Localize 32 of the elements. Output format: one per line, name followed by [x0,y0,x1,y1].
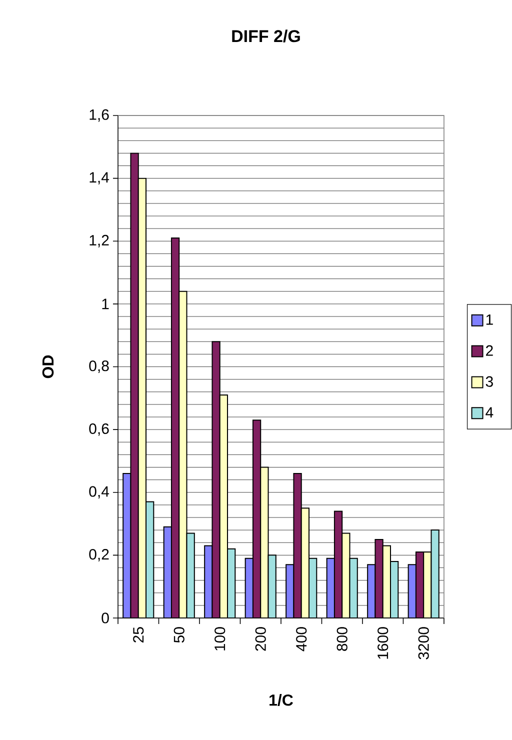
y-tick-label: 1,2 [90,234,109,248]
bar [212,341,220,618]
bar [130,152,139,618]
chart-title: DIFF 2/G [232,30,300,42]
bar [374,538,384,618]
x-tick-label: 3200 [418,627,429,660]
y-tick-label: 1,6 [90,109,109,122]
y-tick-label: 0 [102,612,109,624]
x-tick-label: 100 [214,627,226,650]
x-tick-label: 50 [174,627,184,643]
bar [178,290,188,618]
x-tick-label: 400 [296,627,307,652]
bar [430,530,440,618]
legend-label: 1 [486,314,493,325]
x-tick-label: 200 [255,627,266,651]
bar [260,466,269,618]
legend-label: 4 [486,407,494,418]
y-tick-label: 0,8 [89,360,109,373]
legend-label: 3 [486,376,493,387]
legend-label: 2 [486,345,493,356]
y-axis-title: OD [42,355,54,378]
x-axis-title: 1/C [270,694,293,706]
bar [293,473,302,618]
x-tick-label: 800 [336,627,348,651]
bar [342,532,350,618]
y-tick-label: 1,4 [90,172,110,184]
x-tick-label: 25 [133,627,144,642]
y-tick-label: 0,2 [89,548,109,562]
x-tick-label: 1600 [378,627,388,659]
y-tick-label: 0,6 [89,423,109,436]
y-tick-label: 0,4 [89,486,110,499]
y-tick-label: 1 [102,298,109,310]
